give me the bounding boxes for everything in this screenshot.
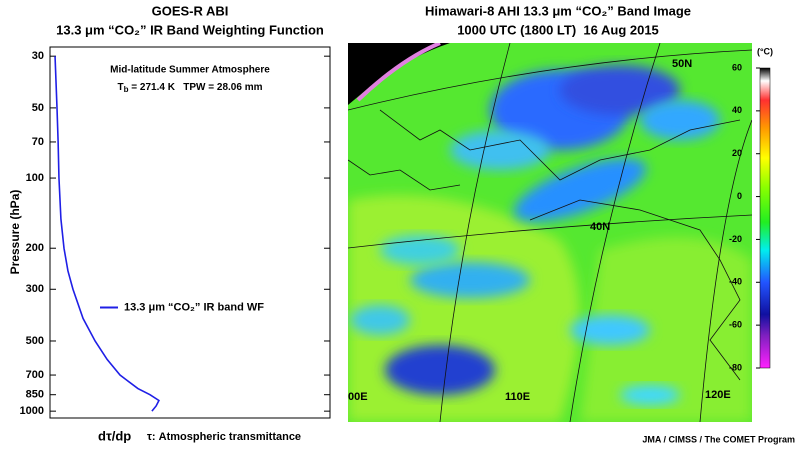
- colorbar-tick-label: 60: [732, 62, 742, 72]
- y-tick-label: 70: [32, 136, 44, 148]
- y-tick-label: 850: [26, 389, 44, 401]
- colorbar-tick-label: -20: [729, 234, 742, 244]
- colorbar-tick-label: -40: [729, 277, 742, 287]
- y-tick-label: 50: [32, 102, 44, 114]
- chart-subtitle: 13.3 μm “CO₂” IR Band Weighting Function: [56, 22, 324, 37]
- line: [54, 56, 160, 412]
- map-label: 110E: [505, 391, 530, 403]
- tb-symbol: T: [118, 82, 124, 93]
- annotation: Mid-latitude Summer Atmosphere: [110, 65, 270, 76]
- y-tick-label: 500: [26, 335, 44, 347]
- colorbar-tick-label: 40: [732, 105, 742, 115]
- y-axis-label: Pressure (hPa): [8, 190, 22, 275]
- y-tick-label: 100: [26, 172, 44, 184]
- annotation-tb: Tb = 271.4 K TPW = 28.06 mm: [118, 82, 263, 94]
- colorbar-tick-label: 0: [737, 191, 742, 201]
- y-tick-label: 1000: [20, 405, 44, 417]
- chart-title: GOES-R ABI: [152, 3, 229, 18]
- colorbar-unit: (°C): [757, 46, 773, 56]
- credit: JMA / CIMSS / The COMET Program: [642, 434, 795, 444]
- tb-subscript: b: [124, 85, 129, 94]
- map-label: 50N: [672, 58, 692, 70]
- x-axis-label: dτ/dp: [98, 428, 131, 443]
- colorbar-tick-label: -60: [729, 320, 742, 330]
- colorbar-tick-label: 20: [732, 148, 742, 158]
- y-tick-label: 200: [26, 242, 44, 254]
- plot-frame: [49, 46, 331, 419]
- y-tick-label: 300: [26, 283, 44, 295]
- map-label: 120E: [705, 389, 731, 401]
- colorbar: [759, 67, 771, 369]
- satellite-image: [348, 43, 752, 422]
- x-axis-note: τ: Atmospheric transmittance: [147, 431, 301, 443]
- legend-label: 13.3 μm “CO₂” IR band WF: [124, 301, 264, 313]
- map-label: 40N: [590, 221, 610, 233]
- y-tick-label: 30: [32, 50, 44, 62]
- image-title: Himawari-8 AHI 13.3 μm “CO₂” Band Image: [425, 3, 691, 18]
- colorbar-tick-label: -80: [729, 362, 742, 372]
- y-tick-label: 700: [26, 369, 44, 381]
- image-subtitle: 1000 UTC (1800 LT) 16 Aug 2015: [457, 22, 659, 37]
- tb-text: = 271.4 K TPW = 28.06 mm: [129, 82, 263, 93]
- map-label: 00E: [348, 391, 368, 403]
